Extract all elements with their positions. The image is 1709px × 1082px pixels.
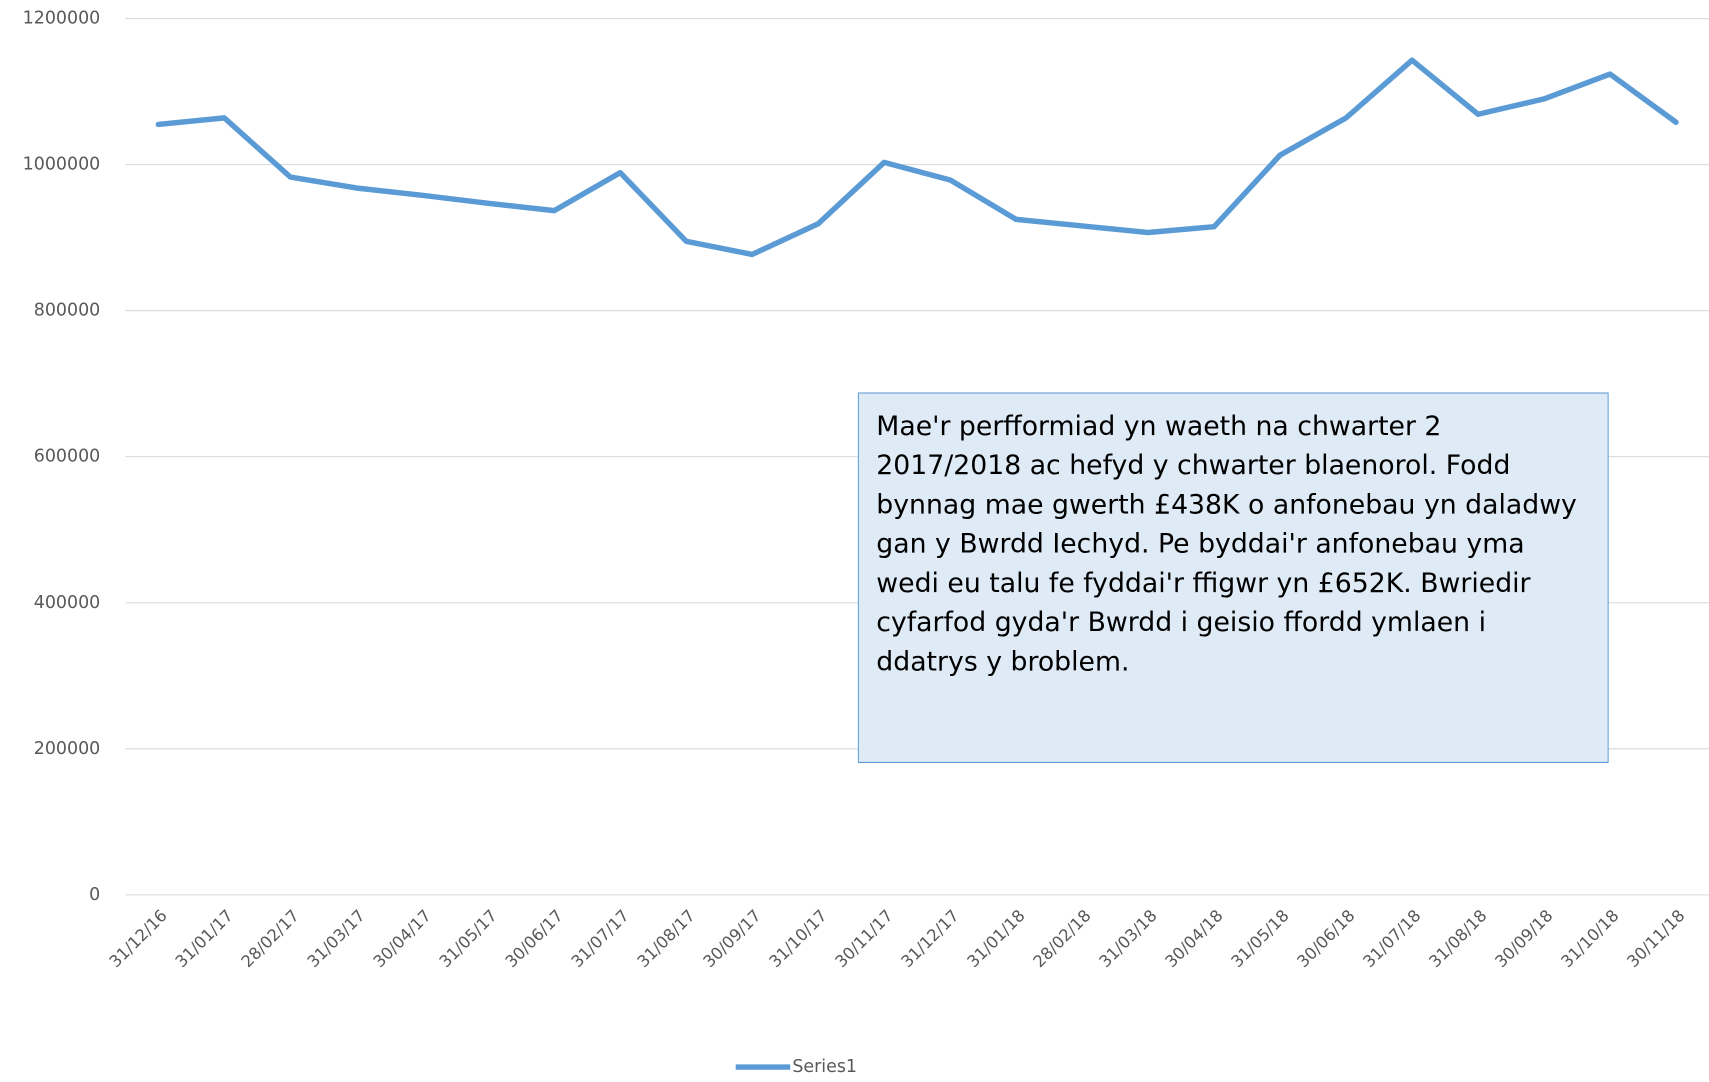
x-tick-label: 31/01/17 <box>172 906 237 971</box>
x-tick-label: 30/04/17 <box>370 906 435 971</box>
annotation-box: Mae'r perfformiad yn waeth na chwarter 2… <box>857 392 1609 763</box>
x-tick-label: 30/09/17 <box>699 906 764 971</box>
x-tick-label: 30/09/18 <box>1491 906 1556 971</box>
series-line <box>155 57 1679 258</box>
x-tick-label: 30/06/18 <box>1293 906 1358 971</box>
x-tick-label: 30/04/18 <box>1161 906 1226 971</box>
x-tick-label: 31/10/17 <box>765 906 830 971</box>
y-tick-label: 600000 <box>34 447 101 467</box>
x-tick-label: 31/05/18 <box>1227 906 1292 971</box>
y-tick-label: 400000 <box>34 593 101 613</box>
x-tick-label: 31/10/18 <box>1557 906 1622 971</box>
y-tick-label: 1200000 <box>23 9 101 29</box>
legend-label: Series1 <box>792 1057 857 1077</box>
y-tick-label: 1000000 <box>23 155 101 175</box>
y-tick-label: 200000 <box>34 739 101 759</box>
x-tick-label: 31/07/18 <box>1359 906 1424 971</box>
x-tick-label: 28/02/18 <box>1029 906 1094 971</box>
x-tick-label: 31/08/17 <box>633 906 698 971</box>
x-tick-label: 31/12/16 <box>106 906 171 971</box>
x-tick-label: 31/12/17 <box>897 906 962 971</box>
x-tick-label: 31/01/18 <box>963 906 1028 971</box>
x-tick-label: 30/11/18 <box>1623 906 1688 971</box>
x-tick-label: 31/07/17 <box>567 906 632 971</box>
y-tick-label: 800000 <box>34 301 101 321</box>
x-tick-label: 31/05/17 <box>436 906 501 971</box>
annotation: Mae'r perfformiad yn waeth na chwarter 2… <box>857 392 1609 763</box>
x-tick-label: 28/02/17 <box>238 906 303 971</box>
x-tick-label: 30/11/17 <box>831 906 896 971</box>
x-tick-label: 31/08/18 <box>1425 906 1490 971</box>
x-tick-label: 31/03/17 <box>304 906 369 971</box>
x-tick-label: 31/03/18 <box>1095 906 1160 971</box>
y-tick-label: 0 <box>89 885 100 905</box>
x-tick-label: 30/06/17 <box>502 906 567 971</box>
